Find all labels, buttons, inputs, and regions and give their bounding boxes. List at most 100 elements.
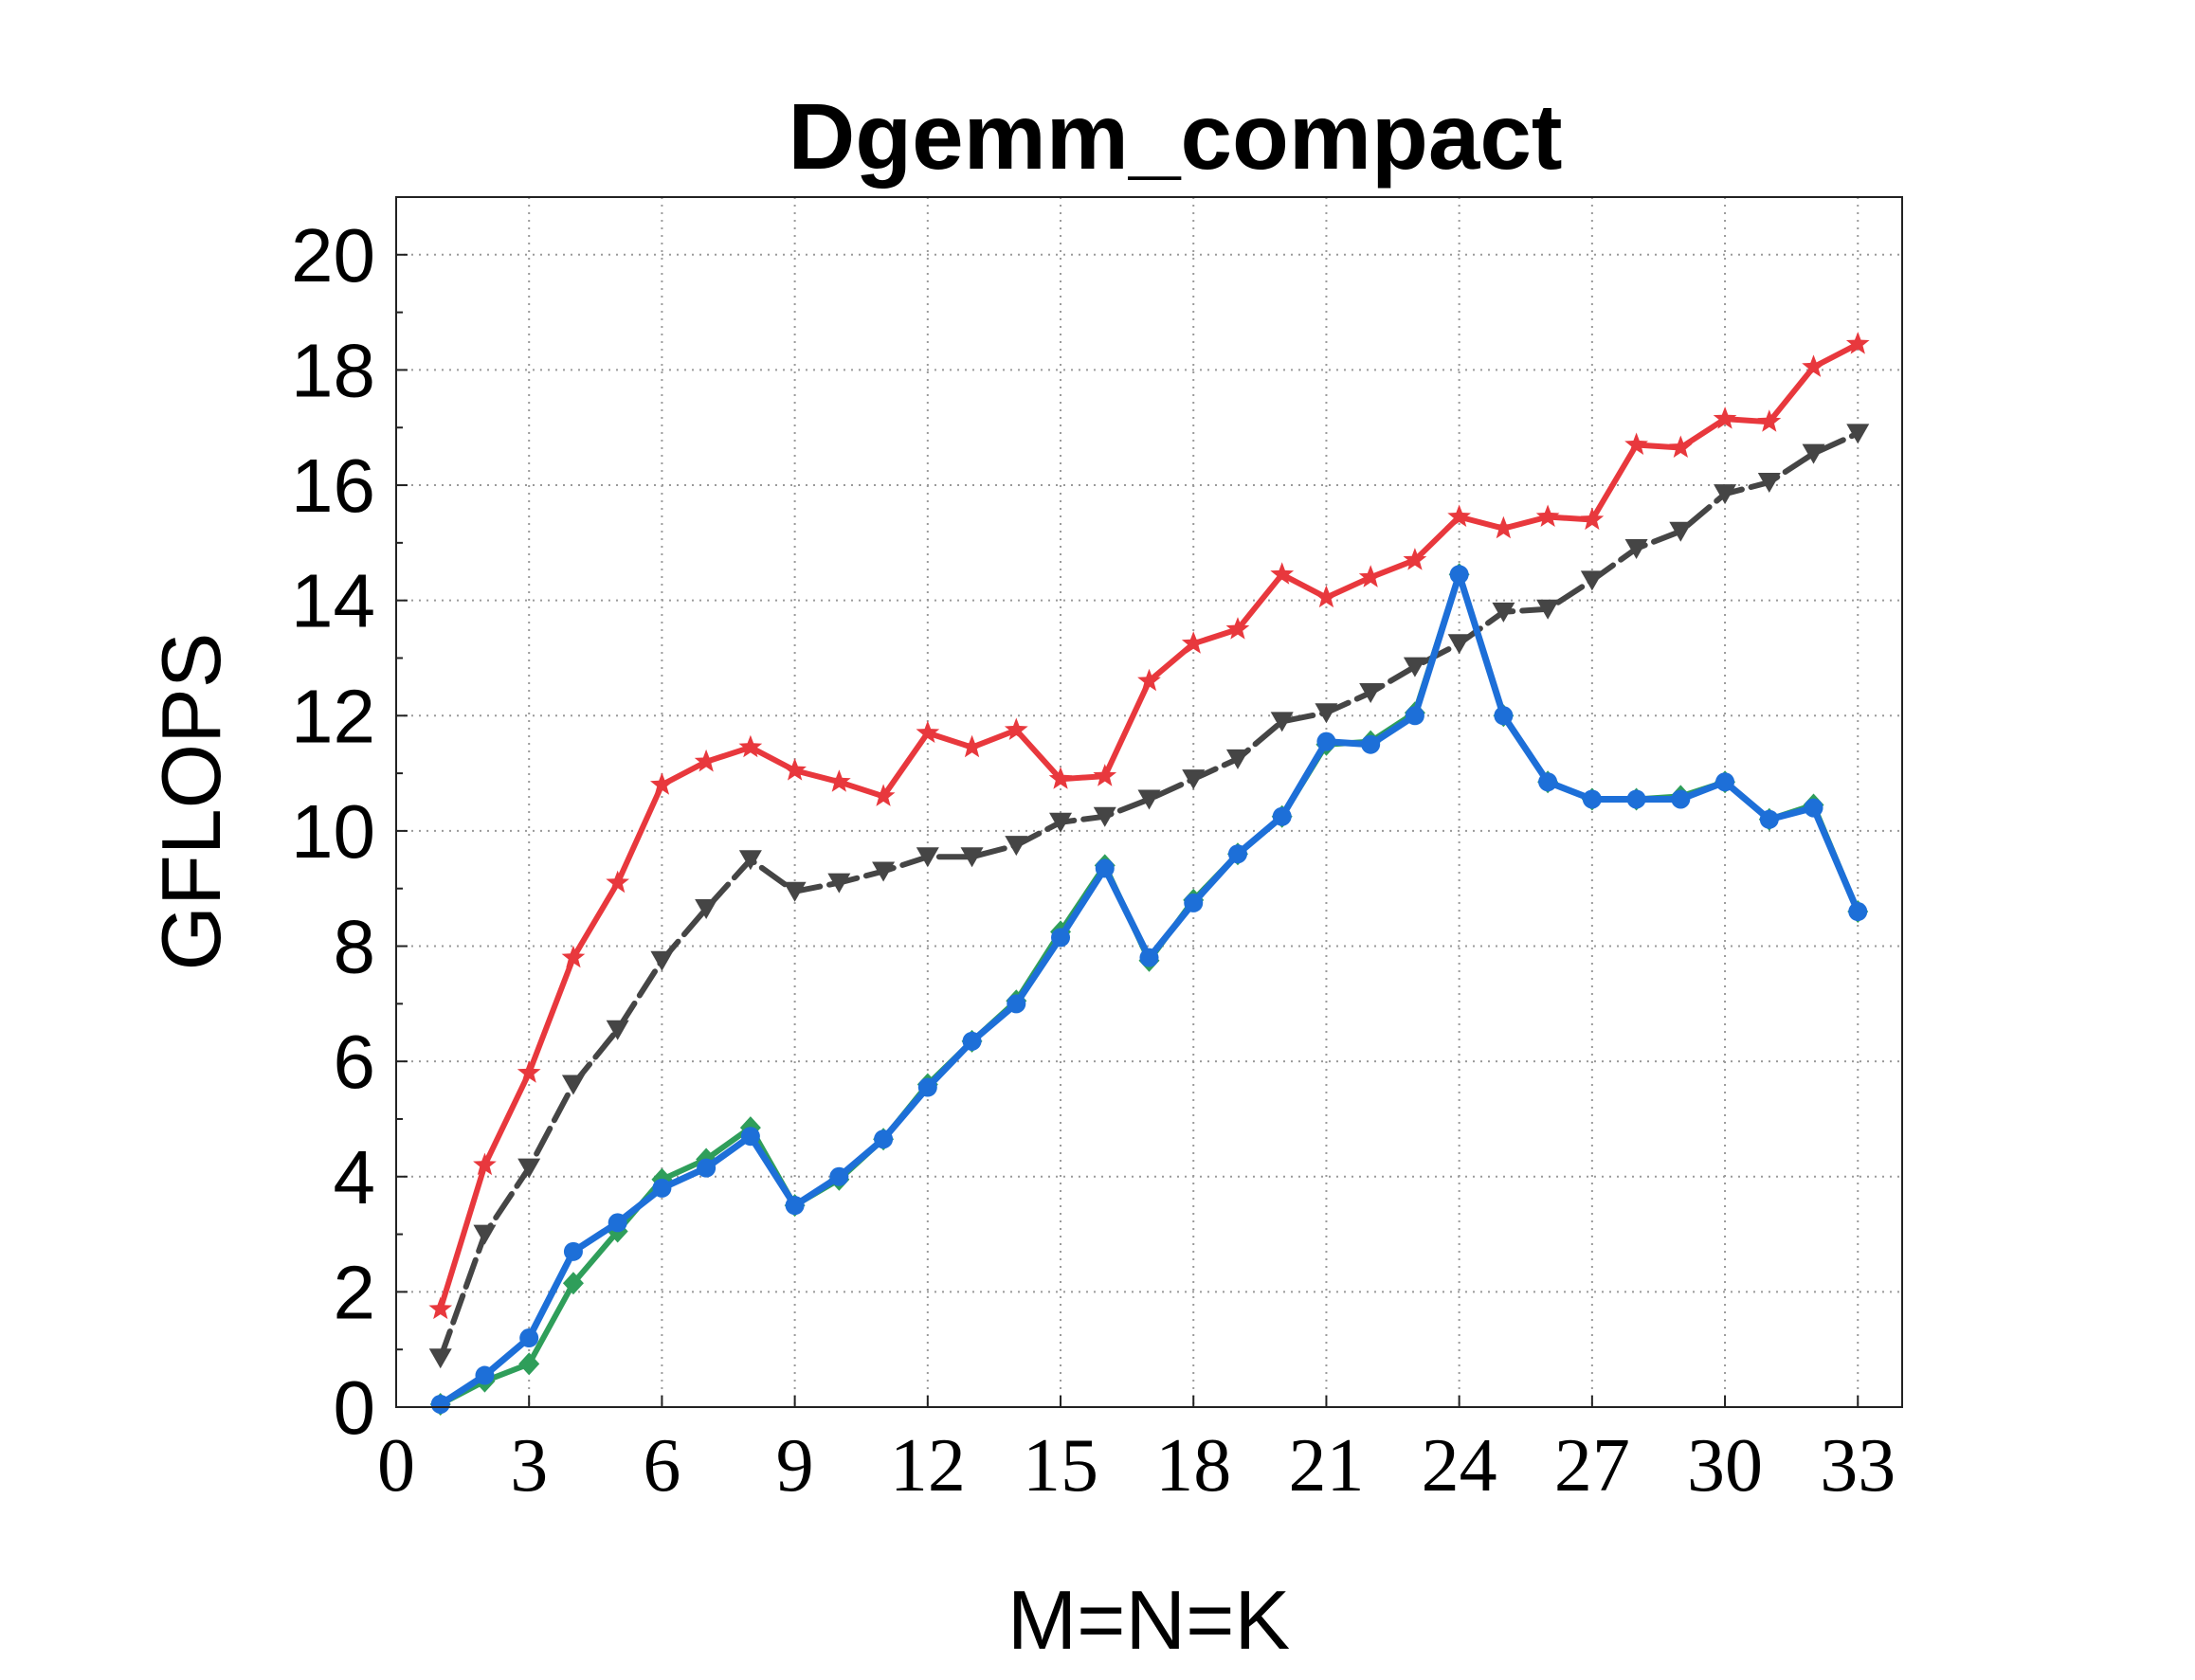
- x-tick-label: 9: [776, 1424, 814, 1508]
- y-tick-label: 6: [334, 1020, 376, 1104]
- x-tick-label: 0: [377, 1424, 415, 1508]
- data-point-star: [1093, 764, 1117, 786]
- data-point-circle: [1671, 789, 1691, 809]
- data-point-star: [1492, 515, 1515, 539]
- data-point-circle: [1582, 789, 1602, 809]
- data-point-triangle: [738, 850, 762, 871]
- data-point-star: [827, 769, 851, 792]
- x-tick-label: 3: [510, 1424, 548, 1508]
- series-line: [437, 430, 1861, 1362]
- x-tick-label: 27: [1554, 1424, 1630, 1508]
- data-point-star: [517, 1060, 541, 1083]
- series-line: [437, 570, 1861, 1408]
- data-point-circle: [1626, 789, 1646, 809]
- data-point-triangle: [1447, 634, 1471, 655]
- data-point-circle: [475, 1365, 495, 1385]
- data-point-circle: [1715, 772, 1735, 792]
- data-point-triangle: [1757, 473, 1781, 494]
- data-point-triangle: [1846, 424, 1870, 444]
- data-point-circle: [1051, 928, 1071, 948]
- data-point-triangle: [1225, 749, 1249, 769]
- data-point-triangle: [783, 881, 807, 902]
- data-point-star: [606, 870, 629, 894]
- data-point-triangle: [1049, 812, 1073, 833]
- chart-title: Dgemm_compact: [789, 84, 1563, 189]
- data-point-triangle: [606, 1020, 629, 1040]
- data-point-star: [871, 784, 896, 806]
- data-point-triangle: [1270, 712, 1294, 732]
- data-point-star: [1535, 504, 1560, 527]
- grid-lines: [396, 197, 1902, 1407]
- data-point-circle: [962, 1031, 982, 1051]
- data-point-circle: [1139, 948, 1159, 967]
- data-point-star: [960, 734, 984, 758]
- data-point-star: [1004, 717, 1028, 740]
- data-point-triangle: [517, 1158, 541, 1179]
- series-1: [428, 424, 1870, 1369]
- data-point-triangle: [1714, 484, 1737, 505]
- data-point-circle: [1538, 772, 1558, 792]
- data-point-star: [1845, 332, 1870, 354]
- data-point-star: [1048, 767, 1073, 789]
- data-point-triangle: [960, 847, 984, 868]
- data-point-triangle: [1624, 538, 1648, 559]
- data-point-triangle: [1359, 682, 1383, 703]
- data-point-circle: [917, 1077, 937, 1097]
- y-tick-label: 8: [334, 905, 376, 989]
- x-tick-label: 6: [643, 1424, 680, 1508]
- data-point-circle: [1361, 734, 1381, 754]
- series-line: [437, 341, 1861, 1312]
- data-point-circle: [1449, 565, 1469, 585]
- data-point-triangle: [1093, 806, 1116, 827]
- y-tick-label: 18: [291, 328, 375, 412]
- data-point-triangle: [650, 950, 674, 971]
- data-point-triangle: [1182, 769, 1206, 790]
- data-point-circle: [519, 1328, 539, 1348]
- data-point-star: [1181, 631, 1206, 654]
- data-point-circle: [1405, 706, 1424, 726]
- data-point-circle: [829, 1166, 849, 1186]
- data-point-circle: [1272, 806, 1292, 826]
- data-point-star: [783, 758, 807, 781]
- data-point-circle: [563, 1241, 583, 1261]
- data-point-star: [1624, 432, 1648, 455]
- data-point-star: [1580, 507, 1605, 531]
- data-point-triangle: [1536, 599, 1560, 620]
- data-point-circle: [652, 1178, 672, 1198]
- data-point-triangle: [1315, 703, 1338, 724]
- y-tick-label: 20: [291, 213, 375, 298]
- data-point-circle: [1316, 732, 1336, 751]
- y-tick-label: 14: [291, 559, 375, 643]
- data-point-triangle: [1580, 570, 1604, 591]
- data-point-star: [1137, 668, 1161, 692]
- series-3: [430, 565, 1868, 1414]
- data-point-circle: [785, 1196, 805, 1216]
- series-line: [437, 571, 1861, 1407]
- data-point-circle: [1848, 902, 1868, 922]
- data-point-circle: [1759, 809, 1779, 829]
- data-point-star: [428, 1296, 453, 1320]
- data-point-triangle: [1492, 602, 1515, 623]
- data-point-triangle: [1669, 521, 1693, 542]
- x-tick-label: 12: [890, 1424, 966, 1508]
- data-point-triangle: [1802, 443, 1825, 464]
- data-point-star: [1447, 504, 1471, 527]
- x-tick-label: 21: [1288, 1424, 1364, 1508]
- y-tick-label: 10: [291, 789, 375, 874]
- data-point-circle: [1007, 994, 1026, 1014]
- y-tick-label: 4: [334, 1135, 376, 1219]
- data-point-circle: [1227, 844, 1247, 864]
- data-point-circle: [697, 1158, 717, 1178]
- x-tick-label: 15: [1023, 1424, 1098, 1508]
- data-point-circle: [430, 1394, 450, 1414]
- data-point-circle: [740, 1127, 760, 1147]
- data-point-triangle: [695, 898, 718, 919]
- x-tick-label: 30: [1687, 1424, 1763, 1508]
- data-point-circle: [1804, 798, 1823, 818]
- data-point-triangle: [473, 1224, 497, 1245]
- data-point-circle: [1184, 893, 1204, 912]
- data-point-triangle: [561, 1075, 585, 1095]
- y-axis-label: GFLOPS: [144, 633, 238, 971]
- plot-series: [428, 332, 1870, 1416]
